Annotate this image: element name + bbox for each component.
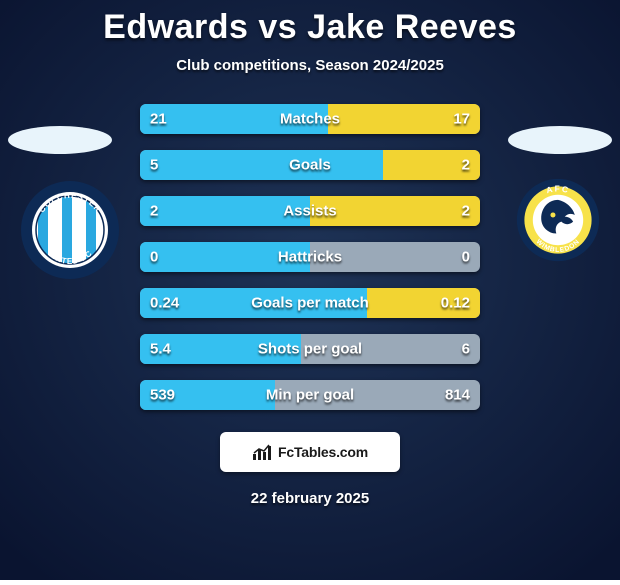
- stat-name: Goals: [289, 157, 331, 174]
- stat-left-value: 5: [150, 157, 158, 174]
- stat-left-value: 539: [150, 387, 175, 404]
- stat-left-value: 0: [150, 249, 158, 266]
- stat-name: Matches: [280, 111, 340, 128]
- right-badge-text-top: AFC: [545, 183, 571, 195]
- right-player-ellipse: [508, 126, 612, 154]
- left-club-badge: COLCHESTER UNITED FC: [20, 180, 120, 285]
- left-club-badge-svg: COLCHESTER UNITED FC: [20, 180, 120, 280]
- right-club-badge-svg: AFC WIMBLEDON: [516, 178, 600, 262]
- watermark-chart-icon: [252, 442, 274, 462]
- stat-left-value: 2: [150, 203, 158, 220]
- stat-left-value: 0.24: [150, 295, 179, 312]
- stat-right-value: 2: [462, 157, 470, 174]
- stat-left-value: 5.4: [150, 341, 171, 358]
- stat-row: 539 Min per goal 814: [140, 380, 480, 410]
- stat-name: Shots per goal: [258, 341, 362, 358]
- stat-right-value: 814: [445, 387, 470, 404]
- stat-right-value: 6: [462, 341, 470, 358]
- watermark-text: FcTables.com: [278, 444, 368, 460]
- stat-row: 0 Hattricks 0: [140, 242, 480, 272]
- stat-row: 0.24 Goals per match 0.12: [140, 288, 480, 318]
- right-club-badge: AFC WIMBLEDON: [516, 178, 600, 267]
- date-text: 22 february 2025: [251, 490, 369, 507]
- stat-right-value: 17: [453, 111, 470, 128]
- stat-name: Hattricks: [278, 249, 342, 266]
- title-right-player: Jake Reeves: [307, 8, 517, 46]
- comparison-bars: 21 Matches 17 5 Goals 2 2 Assists 2 0 Hattricks 0 0.…: [140, 104, 480, 410]
- stat-right-value: 2: [462, 203, 470, 220]
- stat-right-value: 0: [462, 249, 470, 266]
- subtitle: Club competitions, Season 2024/2025: [176, 57, 444, 74]
- title-left-player: Edwards: [103, 8, 248, 46]
- stat-bar-left: [140, 150, 383, 180]
- stat-name: Assists: [283, 203, 336, 220]
- content-root: Edwards vs Jake Reeves Club competitions…: [0, 0, 620, 580]
- svg-text:AFC: AFC: [545, 183, 571, 195]
- page-title: Edwards vs Jake Reeves: [103, 8, 517, 47]
- stat-row: 21 Matches 17: [140, 104, 480, 134]
- title-vs: vs: [258, 8, 297, 46]
- stat-left-value: 21: [150, 111, 167, 128]
- stat-name: Goals per match: [251, 295, 369, 312]
- stat-right-value: 0.12: [441, 295, 470, 312]
- watermark-box: FcTables.com: [220, 432, 400, 472]
- stat-name: Min per goal: [266, 387, 354, 404]
- left-player-ellipse: [8, 126, 112, 154]
- stat-row: 2 Assists 2: [140, 196, 480, 226]
- stat-row: 5.4 Shots per goal 6: [140, 334, 480, 364]
- stat-row: 5 Goals 2: [140, 150, 480, 180]
